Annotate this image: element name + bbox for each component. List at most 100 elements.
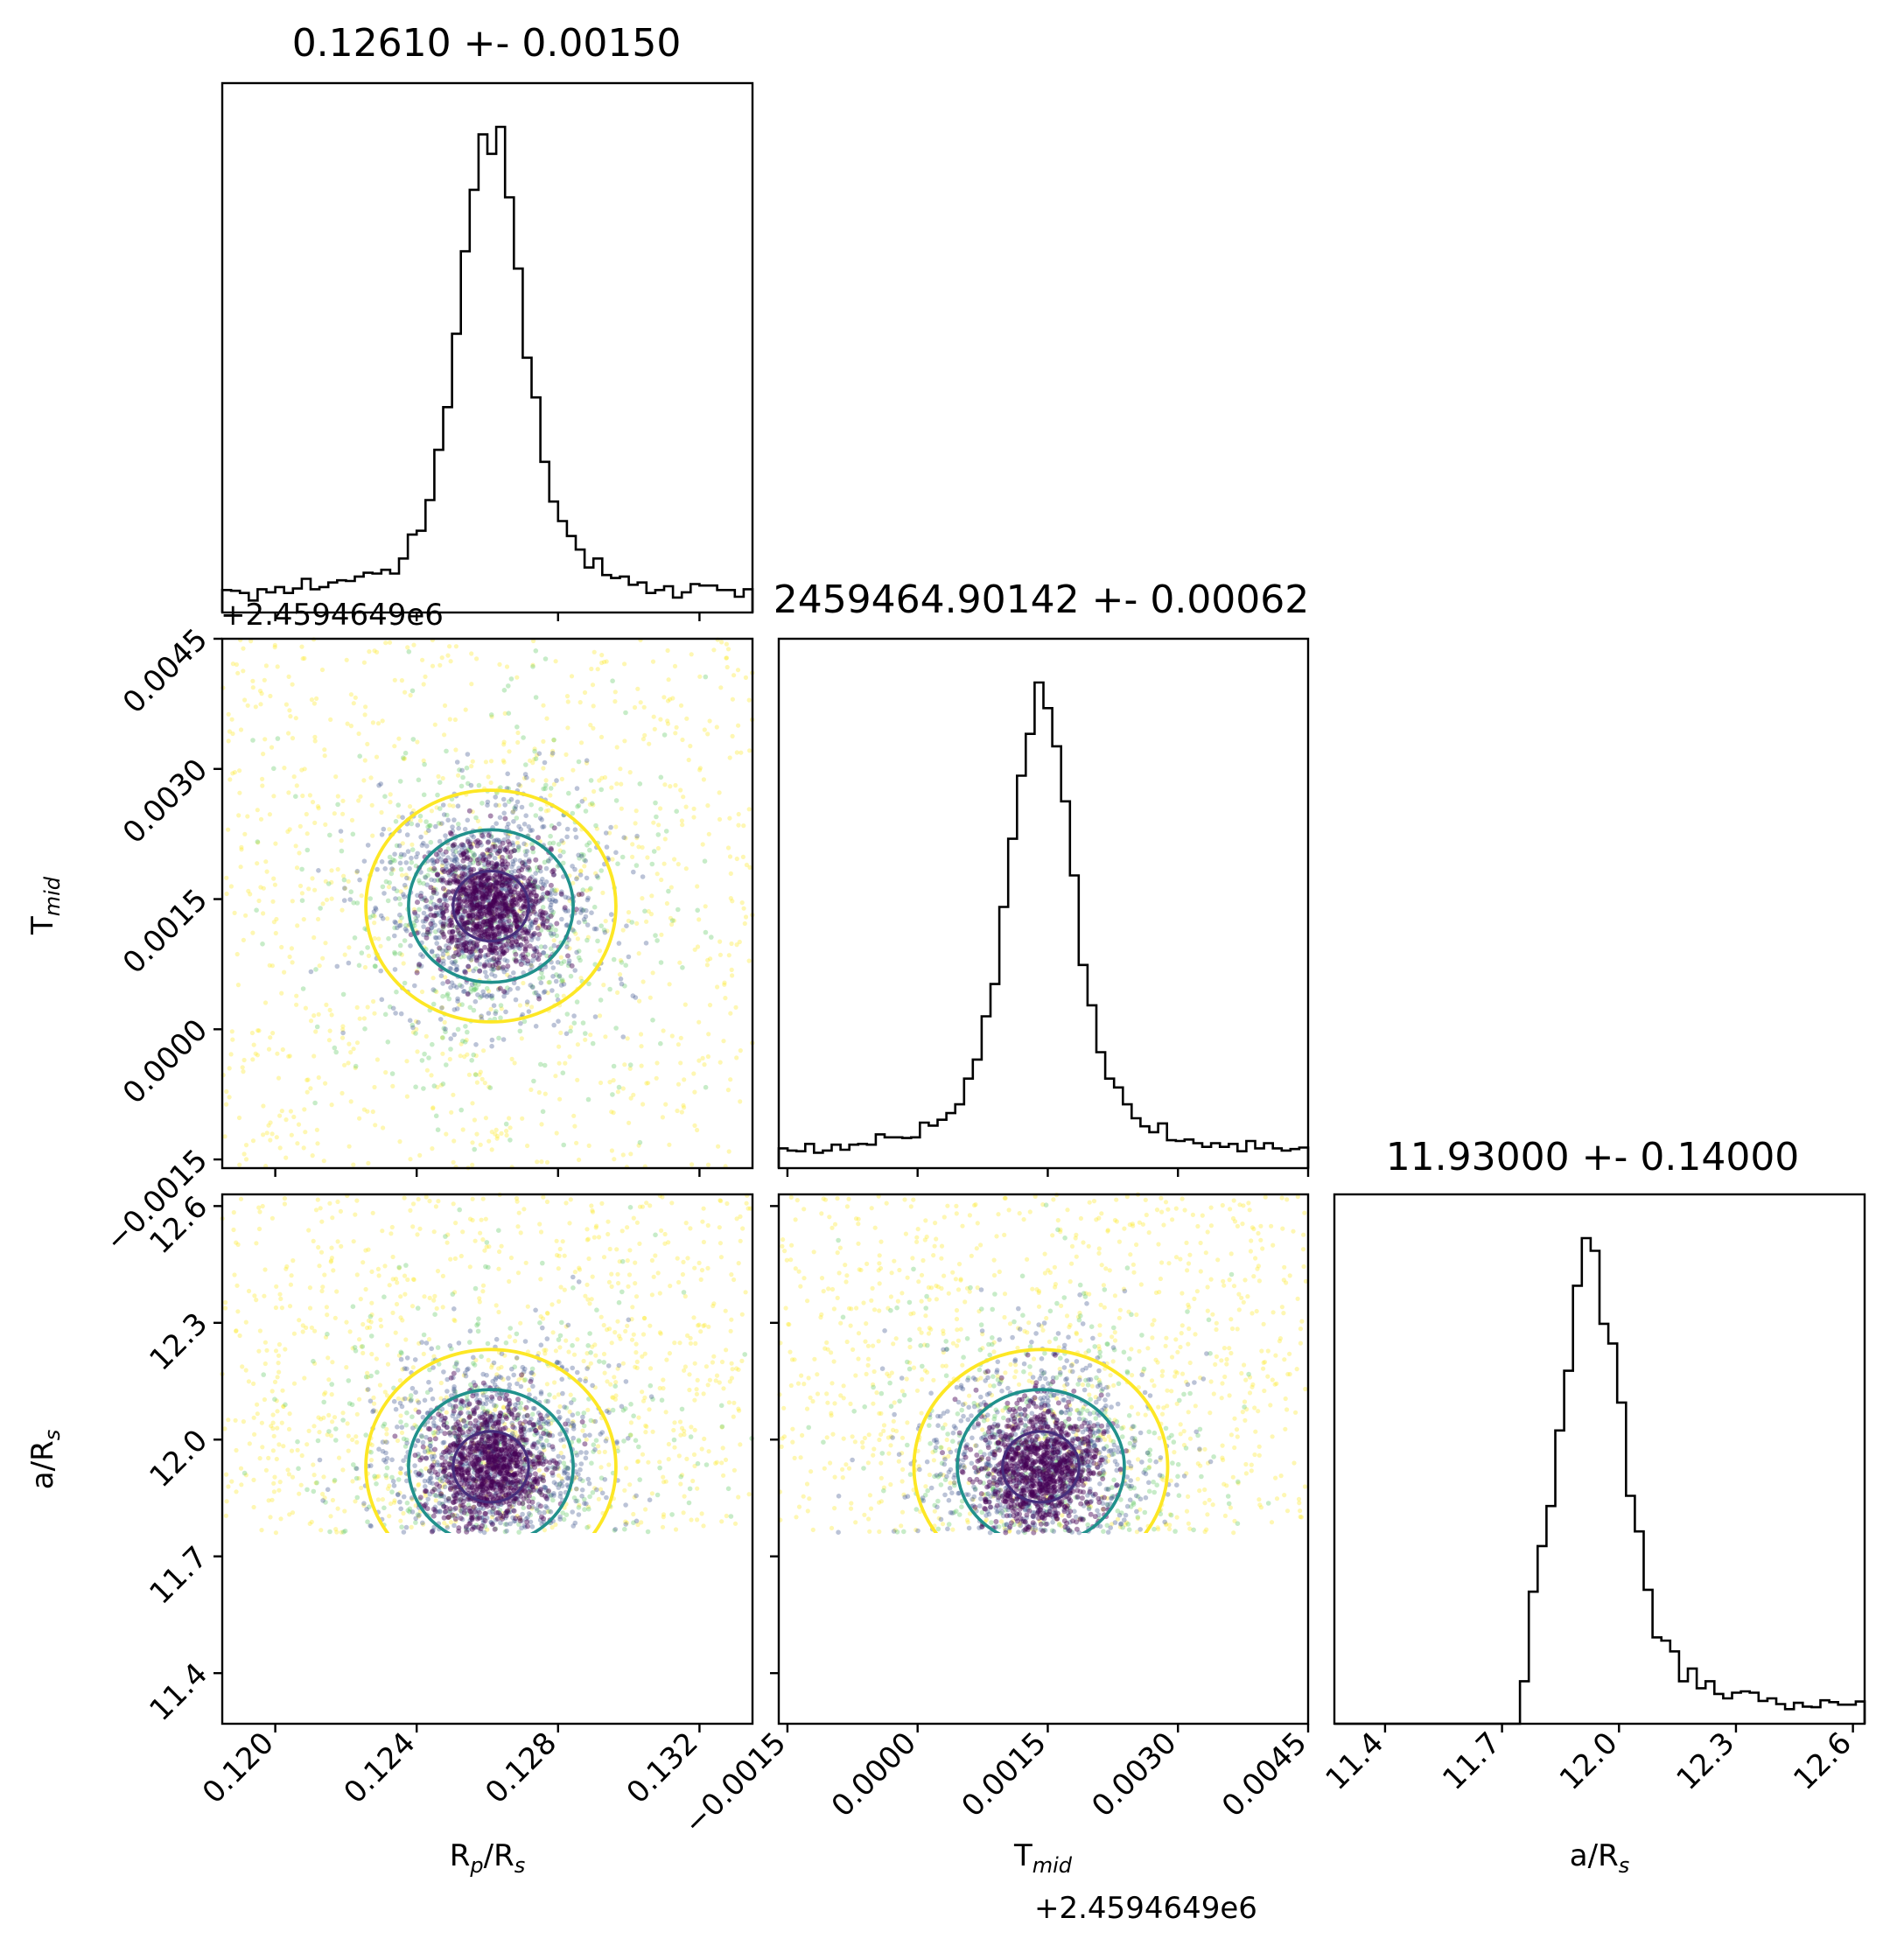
scatter-point bbox=[474, 886, 480, 892]
scatter-point bbox=[503, 1340, 509, 1346]
scatter-point bbox=[732, 673, 737, 678]
scatter-point bbox=[458, 875, 464, 881]
scatter-point bbox=[423, 1484, 428, 1489]
scatter-point bbox=[544, 918, 550, 924]
scatter-point bbox=[421, 840, 426, 846]
scatter-point bbox=[536, 996, 542, 1002]
scatter-point bbox=[472, 1072, 478, 1077]
scatter-point bbox=[499, 1243, 504, 1249]
scatter-point bbox=[368, 1320, 374, 1325]
scatter-point bbox=[295, 1438, 300, 1445]
scatter-point bbox=[496, 849, 502, 854]
scatter-point bbox=[348, 1050, 354, 1055]
scatter-point bbox=[525, 961, 531, 967]
scatter-point bbox=[362, 964, 368, 970]
scatter-point bbox=[494, 914, 500, 920]
scatter-point bbox=[549, 900, 555, 905]
scatter-point bbox=[562, 906, 567, 912]
scatter-point bbox=[354, 1475, 360, 1481]
scatter-point bbox=[360, 1350, 366, 1355]
scatter-point bbox=[407, 876, 412, 881]
scatter-point bbox=[487, 1085, 494, 1090]
scatter-point bbox=[329, 1245, 334, 1250]
scatter-point bbox=[714, 1460, 719, 1465]
scatter-point bbox=[408, 693, 413, 698]
scatter-point bbox=[354, 1004, 360, 1010]
scatter-point bbox=[494, 861, 500, 866]
scatter-point bbox=[335, 1199, 340, 1205]
scatter-point bbox=[255, 861, 260, 866]
scatter-point bbox=[462, 969, 468, 974]
scatter-point bbox=[576, 1505, 582, 1510]
scatter-point bbox=[438, 905, 444, 911]
scatter-point bbox=[224, 891, 229, 897]
scatter-point bbox=[389, 866, 395, 872]
scatter-point bbox=[558, 983, 564, 988]
scatter-point bbox=[444, 1240, 450, 1245]
scatter-point bbox=[346, 1433, 351, 1438]
scatter-point bbox=[640, 1332, 647, 1337]
scatter-point bbox=[538, 928, 544, 933]
scatter-point bbox=[311, 1488, 317, 1494]
scatter-point bbox=[401, 1494, 407, 1500]
scatter-point bbox=[264, 869, 270, 874]
scatter-point bbox=[241, 1419, 246, 1424]
scatter-point bbox=[509, 943, 515, 949]
scatter-point bbox=[634, 808, 639, 814]
scatter-point bbox=[469, 952, 474, 958]
scatter-point bbox=[530, 906, 536, 911]
scatter-point bbox=[408, 1157, 413, 1162]
scatter-point bbox=[466, 847, 472, 853]
scatter-point bbox=[502, 925, 508, 930]
scatter-point bbox=[376, 936, 382, 942]
scatter-point bbox=[466, 871, 472, 876]
scatter-point bbox=[371, 909, 377, 914]
scatter-point bbox=[357, 1016, 362, 1021]
scatter-point bbox=[746, 697, 752, 703]
scatter-point bbox=[508, 796, 514, 802]
scatter-point bbox=[452, 877, 457, 883]
scatter-point bbox=[471, 948, 477, 954]
scatter-point bbox=[437, 945, 443, 951]
scatter-point bbox=[224, 875, 229, 880]
scatter-point bbox=[321, 1158, 326, 1164]
scatter-point bbox=[634, 1350, 639, 1355]
scatter-point bbox=[454, 861, 460, 866]
scatter-point bbox=[597, 778, 602, 783]
scatter-point bbox=[558, 1030, 564, 1035]
scatter-point bbox=[467, 839, 473, 844]
scatter-point bbox=[396, 1396, 401, 1401]
scatter-point bbox=[527, 867, 532, 873]
scatter-point bbox=[463, 895, 468, 900]
scatter-point bbox=[269, 745, 275, 750]
scatter-point bbox=[466, 963, 471, 970]
scatter-point bbox=[575, 1337, 580, 1342]
scatter-point bbox=[528, 925, 534, 931]
scatter-point bbox=[682, 1494, 687, 1499]
scatter-point bbox=[565, 908, 571, 914]
scatter-point bbox=[476, 948, 481, 954]
scatter-point bbox=[483, 894, 488, 900]
scatter-point bbox=[512, 848, 518, 853]
scatter-point bbox=[505, 972, 510, 977]
scatter-point bbox=[504, 905, 510, 911]
scatter-point bbox=[614, 781, 620, 787]
scatter-point bbox=[351, 900, 357, 906]
scatter-point bbox=[498, 918, 503, 924]
scatter-point bbox=[378, 1317, 383, 1322]
scatter-point bbox=[700, 1055, 705, 1060]
scatter-point bbox=[465, 836, 471, 843]
scatter-point bbox=[344, 657, 349, 662]
scatter-point bbox=[495, 1133, 500, 1139]
scatter-point bbox=[416, 777, 422, 783]
scatter-point bbox=[369, 1269, 374, 1274]
scatter-point bbox=[250, 738, 256, 743]
scatter-point bbox=[502, 847, 508, 852]
scatter-point bbox=[300, 656, 305, 662]
scatter-point bbox=[528, 983, 534, 988]
scatter-point bbox=[439, 655, 444, 661]
scatter-point bbox=[394, 843, 400, 849]
scatter-point bbox=[678, 788, 683, 793]
scatter-point bbox=[598, 787, 604, 793]
scatter-point bbox=[270, 1131, 275, 1137]
